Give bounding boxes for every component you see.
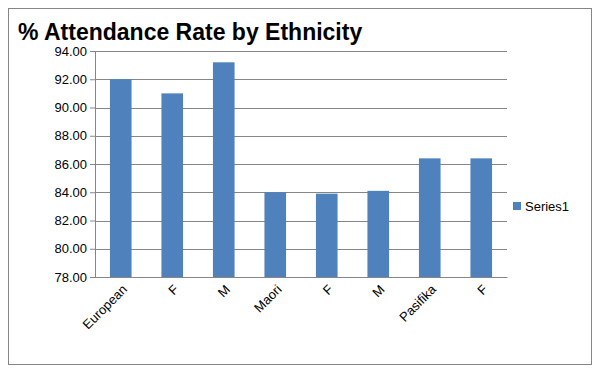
- x-tick: M: [369, 277, 387, 300]
- y-tick-label: 78.00: [54, 270, 87, 285]
- y-tick-label: 92.00: [54, 72, 87, 87]
- bar: [161, 93, 183, 277]
- grid-line: [95, 51, 507, 52]
- x-tick: M: [215, 277, 233, 300]
- grid-line: [95, 136, 507, 137]
- x-tick-label: Maori: [251, 282, 285, 316]
- y-tick-mark: [90, 79, 95, 80]
- legend: Series1: [513, 199, 569, 214]
- y-axis: 78.00 80.00 82.00 84.00 86.00 88.00 90.00 92.00…: [54, 44, 95, 285]
- grid-line: [95, 249, 507, 250]
- y-tick: 86.00: [54, 157, 95, 172]
- y-tick-mark: [90, 108, 95, 109]
- y-tick-mark: [90, 51, 95, 52]
- y-tick-mark: [90, 136, 95, 137]
- bar: [367, 191, 389, 277]
- x-tick-label: F: [320, 282, 336, 298]
- bar: [419, 158, 441, 277]
- y-tick-mark: [90, 249, 95, 250]
- y-tick-label: 94.00: [54, 44, 87, 59]
- x-tick: Pasifika: [396, 277, 439, 325]
- x-tick-label: F: [165, 282, 181, 298]
- grid: [95, 52, 507, 278]
- y-tick-label: 90.00: [54, 100, 87, 115]
- bar: [264, 192, 286, 277]
- y-tick: 82.00: [54, 213, 95, 228]
- y-tick-label: 84.00: [54, 185, 87, 200]
- x-tick: European: [80, 277, 130, 332]
- legend-label: Series1: [525, 199, 569, 214]
- x-tick: Maori: [251, 277, 285, 315]
- y-tick-mark: [90, 164, 95, 165]
- y-tick: 94.00: [54, 44, 95, 59]
- x-tick: F: [474, 277, 490, 298]
- x-tick-label: Pasifika: [396, 281, 439, 324]
- chart-frame: [9, 9, 592, 365]
- bar: [110, 79, 132, 277]
- bar: [316, 194, 338, 277]
- legend-swatch: [513, 202, 521, 210]
- x-tick: F: [320, 277, 336, 298]
- x-tick-label: European: [80, 282, 130, 332]
- grid-line: [95, 277, 507, 278]
- y-tick: 90.00: [54, 100, 95, 115]
- grid-line: [95, 192, 507, 193]
- grid-line: [95, 79, 507, 80]
- y-tick-label: 88.00: [54, 128, 87, 143]
- y-tick-label: 80.00: [54, 241, 87, 256]
- y-tick-label: 86.00: [54, 157, 87, 172]
- y-tick-mark: [90, 221, 95, 222]
- y-tick-label: 82.00: [54, 213, 87, 228]
- y-tick: 80.00: [54, 241, 95, 256]
- x-tick-label: F: [474, 282, 490, 298]
- x-axis-line: [96, 277, 508, 278]
- bar: [470, 158, 492, 277]
- chart: % Attendance Rate by Ethnicity 78.00 80.00…: [0, 0, 600, 373]
- grid-line: [95, 221, 507, 222]
- y-tick: 92.00: [54, 72, 95, 87]
- y-tick-mark: [90, 277, 95, 278]
- grid-line: [95, 164, 507, 165]
- x-tick: F: [165, 277, 181, 298]
- x-tick-label: M: [215, 282, 233, 300]
- y-axis-line: [95, 52, 96, 278]
- x-tick-label: M: [369, 282, 387, 300]
- x-axis: European F M Maori F M Pasifika F: [80, 277, 508, 332]
- bar: [213, 62, 235, 277]
- y-tick: 88.00: [54, 128, 95, 143]
- y-tick-mark: [90, 192, 95, 193]
- bars: [110, 62, 492, 277]
- y-tick: 84.00: [54, 185, 95, 200]
- y-tick: 78.00: [54, 270, 95, 285]
- title: % Attendance Rate by Ethnicity: [18, 19, 362, 45]
- grid-line: [95, 108, 507, 109]
